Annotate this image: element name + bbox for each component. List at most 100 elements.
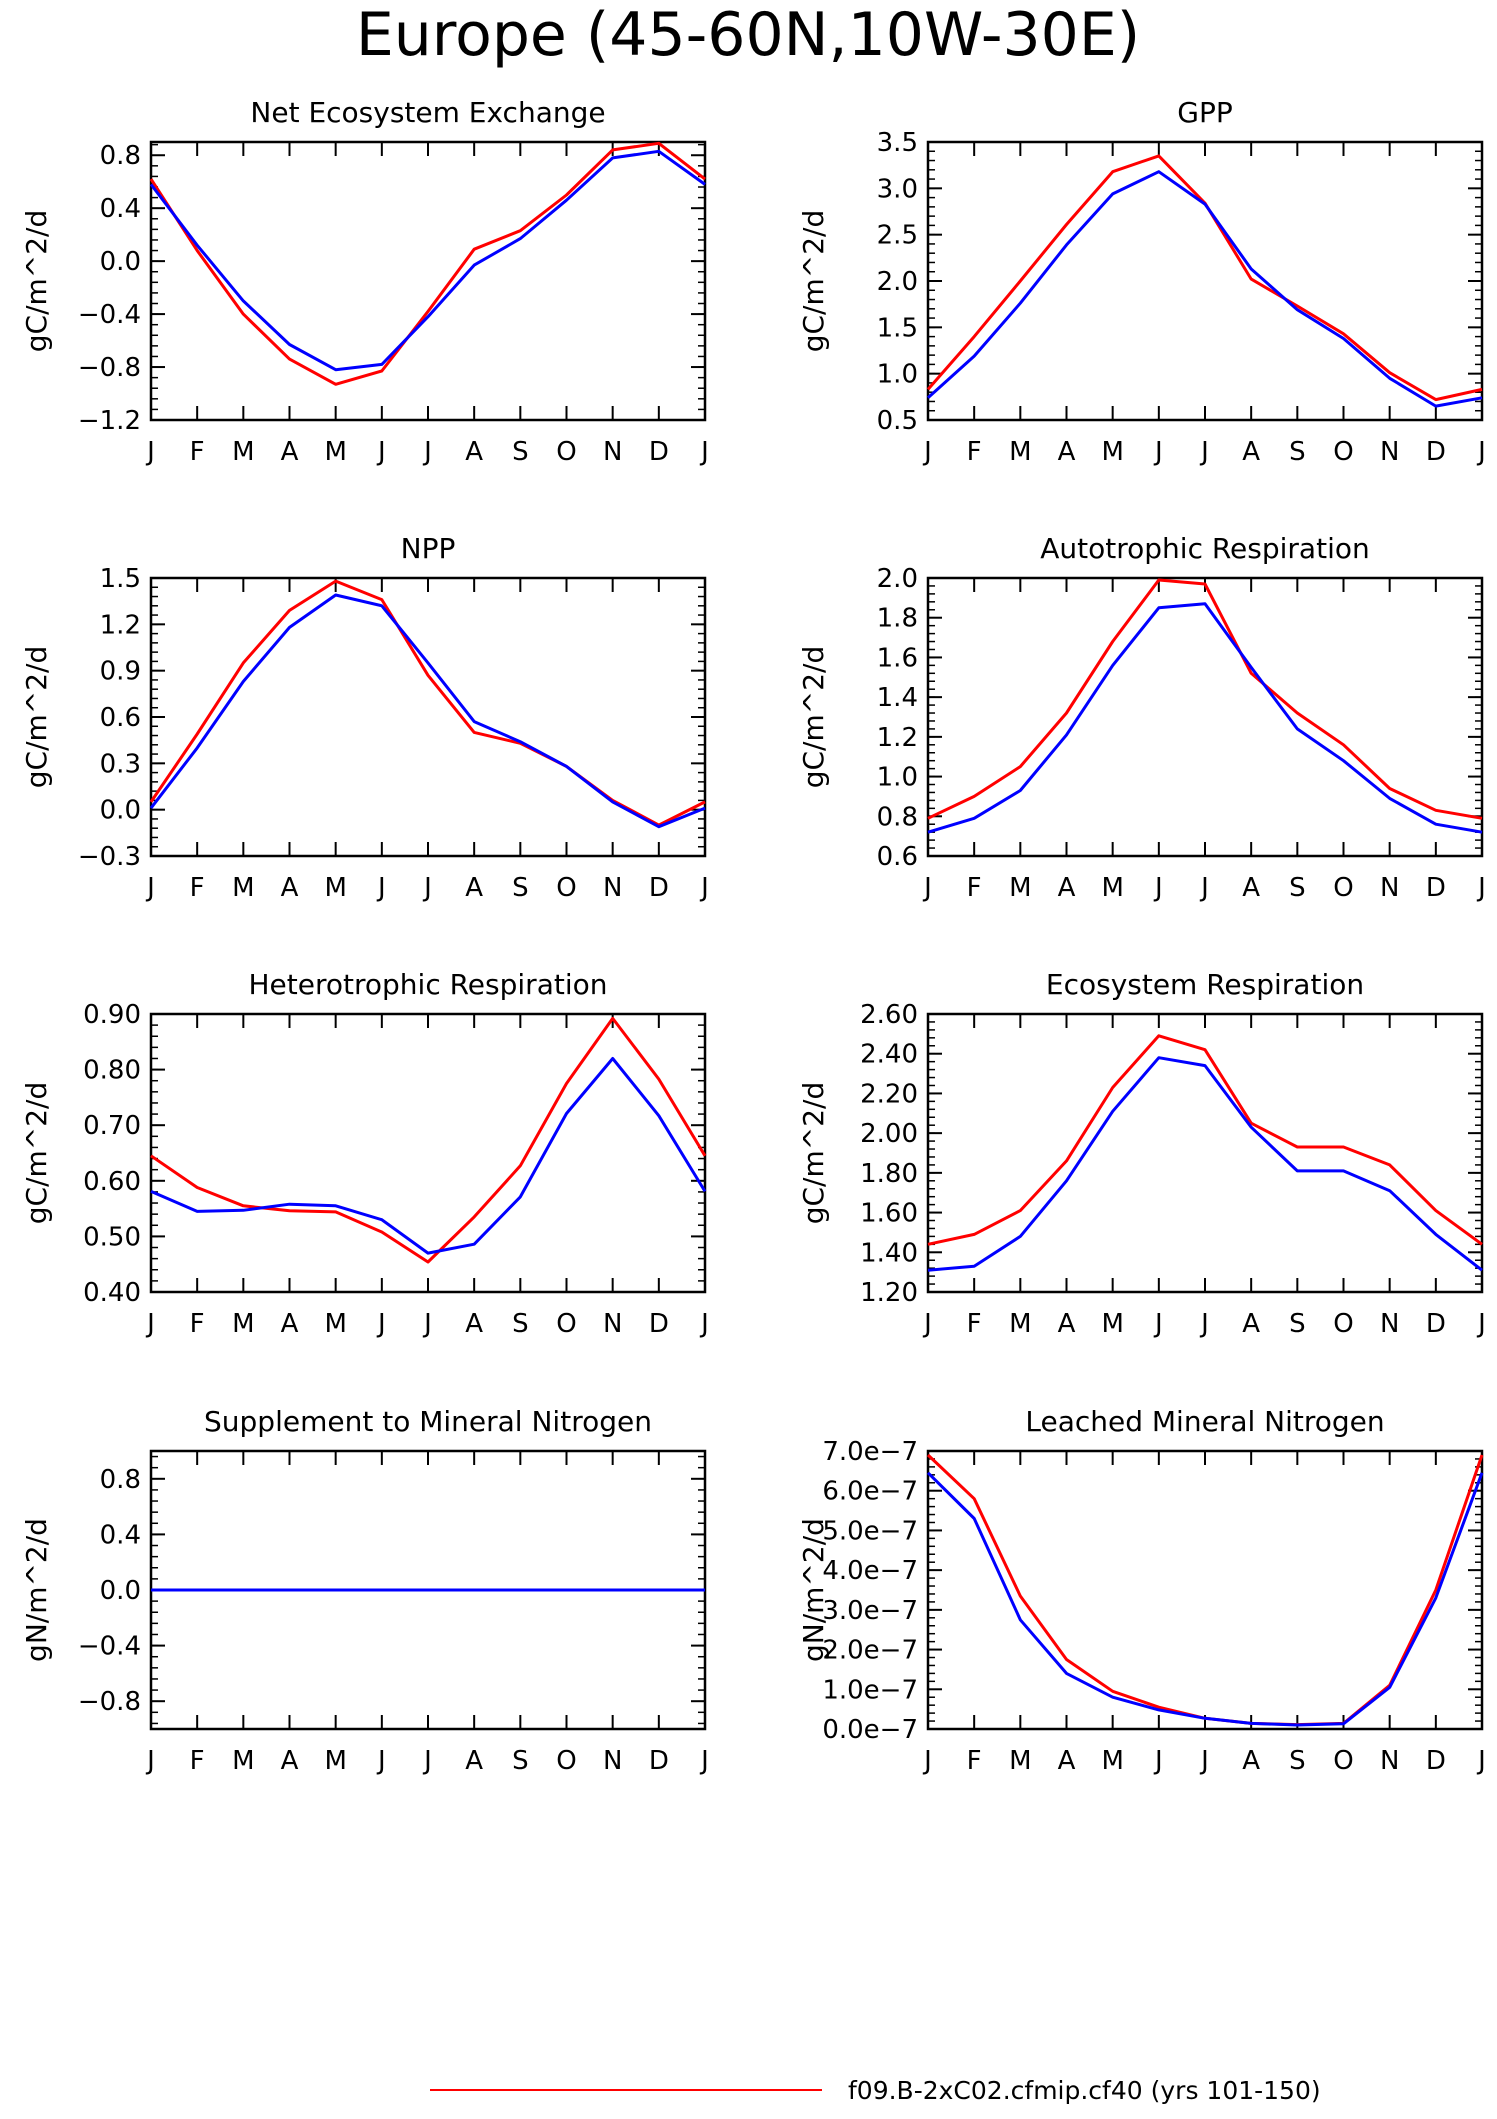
gpp-xtick-label: N — [1380, 437, 1399, 467]
npp-ytick-label: 0.0 — [100, 796, 141, 826]
npp-ytick-label: −0.3 — [78, 842, 141, 872]
heterotrophic-respiration-xtick-label: J — [145, 1309, 155, 1339]
ecosystem-respiration-xtick-label: N — [1380, 1309, 1399, 1339]
supplement-to-mineral-nitrogen-xtick-label: J — [376, 1746, 386, 1776]
gpp-xtick-label: M — [1101, 437, 1123, 467]
autotrophic-respiration-ytick-label: 1.4 — [877, 683, 918, 713]
supplement-to-mineral-nitrogen-xtick-label: N — [603, 1746, 622, 1776]
supplement-to-mineral-nitrogen-ytick-label: 0.4 — [100, 1520, 141, 1550]
npp-title: NPP — [401, 532, 456, 565]
autotrophic-respiration-xtick-label: F — [967, 873, 982, 903]
net-ecosystem-exchange-ytick-label: 0.4 — [100, 194, 141, 224]
autotrophic-respiration-ytick-label: 1.0 — [877, 763, 918, 793]
gpp-ylabel: gC/m^2/d — [797, 210, 830, 353]
legend: f09.B-2xC02.cfmip.cf40 (yrs 101-150) — [430, 2076, 1321, 2105]
leached-mineral-nitrogen-xtick-label: J — [1199, 1746, 1209, 1776]
ecosystem-respiration-ytick-label: 1.20 — [860, 1278, 918, 1308]
gpp-ytick-label: 1.5 — [877, 313, 918, 343]
leached-mineral-nitrogen-ytick-label: 0.0e−7 — [822, 1715, 918, 1745]
autotrophic-respiration-series-line-2 — [927, 602, 1483, 834]
supplement-to-mineral-nitrogen-xtick-label: J — [422, 1746, 432, 1776]
net-ecosystem-exchange-xtick-label: O — [556, 437, 576, 467]
npp-xtick-label: F — [190, 873, 205, 903]
net-ecosystem-exchange-xtick-label: A — [465, 437, 483, 467]
gpp-xtick-label: F — [967, 437, 982, 467]
heterotrophic-respiration-ytick-label: 0.40 — [83, 1278, 141, 1308]
net-ecosystem-exchange-frame — [149, 140, 707, 422]
leached-mineral-nitrogen-xtick-label: J — [922, 1746, 932, 1776]
npp-ytick-label: 0.6 — [100, 703, 141, 733]
autotrophic-respiration-xtick-label: J — [1153, 873, 1163, 903]
gpp-ytick-label: 1.0 — [877, 360, 918, 390]
ecosystem-respiration-ylabel: gC/m^2/d — [797, 1082, 830, 1225]
heterotrophic-respiration-series-line-1 — [150, 1016, 707, 1264]
ecosystem-respiration-xtick-label: F — [967, 1309, 982, 1339]
net-ecosystem-exchange-ytick-label: −1.2 — [78, 406, 141, 436]
heterotrophic-respiration-xtick-label: J — [699, 1309, 709, 1339]
npp-xtick-label: J — [145, 873, 155, 903]
leached-mineral-nitrogen-xtick-label: M — [1009, 1746, 1031, 1776]
autotrophic-respiration-title: Autotrophic Respiration — [1040, 532, 1369, 565]
net-ecosystem-exchange-xtick-label: F — [190, 437, 205, 467]
net-ecosystem-exchange-xtick-label: J — [376, 437, 386, 467]
ecosystem-respiration-ytick-label: 1.60 — [860, 1199, 918, 1229]
ecosystem-respiration-xtick-label: A — [1058, 1309, 1076, 1339]
heterotrophic-respiration-ytick-label: 0.90 — [83, 1000, 141, 1030]
heterotrophic-respiration-xtick-label: O — [556, 1309, 576, 1339]
gpp-series-line-1 — [926, 154, 1483, 402]
npp-xtick-label: M — [324, 873, 346, 903]
leached-mineral-nitrogen-ytick-label: 1.0e−7 — [822, 1675, 918, 1705]
net-ecosystem-exchange-ytick-label: −0.4 — [78, 300, 141, 330]
net-ecosystem-exchange-xtick-label: M — [324, 437, 346, 467]
supplement-to-mineral-nitrogen-ytick-label: 0.0 — [100, 1576, 141, 1606]
gpp-xtick-label: J — [1199, 437, 1209, 467]
heterotrophic-respiration-xtick-label: A — [281, 1309, 299, 1339]
autotrophic-respiration-ytick-label: 1.6 — [877, 643, 918, 673]
supplement-to-mineral-nitrogen-title: Supplement to Mineral Nitrogen — [204, 1405, 652, 1438]
supplement-to-mineral-nitrogen-xtick-label: M — [324, 1746, 346, 1776]
leached-mineral-nitrogen-xtick-label: F — [967, 1746, 982, 1776]
leached-mineral-nitrogen-xtick-label: N — [1380, 1746, 1399, 1776]
supplement-to-mineral-nitrogen-xtick-label: F — [190, 1746, 205, 1776]
heterotrophic-respiration-ytick-label: 0.50 — [83, 1222, 141, 1252]
ecosystem-respiration-title: Ecosystem Respiration — [1046, 968, 1364, 1001]
gpp-ytick-label: 2.0 — [877, 267, 918, 297]
supplement-to-mineral-nitrogen-ytick-label: −0.4 — [78, 1632, 141, 1662]
ecosystem-respiration-xtick-label: J — [1153, 1309, 1163, 1339]
ecosystem-respiration-ytick-label: 2.40 — [860, 1040, 918, 1070]
gpp-ytick-label: 3.0 — [877, 174, 918, 204]
net-ecosystem-exchange-xtick-label: M — [232, 437, 254, 467]
leached-mineral-nitrogen-ytick-label: 5.0e−7 — [822, 1516, 918, 1546]
supplement-to-mineral-nitrogen-ylabel: gN/m^2/d — [20, 1518, 53, 1662]
npp-xtick-label: A — [281, 873, 299, 903]
heterotrophic-respiration-xtick-label: N — [603, 1309, 622, 1339]
net-ecosystem-exchange-ytick-label: −0.8 — [78, 353, 141, 383]
ecosystem-respiration-xtick-label: J — [1199, 1309, 1209, 1339]
autotrophic-respiration-xtick-label: J — [922, 873, 932, 903]
autotrophic-respiration-xtick-label: D — [1426, 873, 1446, 903]
heterotrophic-respiration-xtick-label: J — [422, 1309, 432, 1339]
ecosystem-respiration-ytick-label: 1.80 — [860, 1159, 918, 1189]
heterotrophic-respiration-series-line-2 — [150, 1057, 707, 1255]
heterotrophic-respiration-ylabel: gC/m^2/d — [20, 1082, 53, 1225]
gpp-ytick-label: 2.5 — [877, 221, 918, 251]
leached-mineral-nitrogen-xtick-label: J — [1476, 1746, 1486, 1776]
leached-mineral-nitrogen-frame — [926, 1449, 1484, 1731]
ecosystem-respiration-xtick-label: A — [1242, 1309, 1260, 1339]
autotrophic-respiration-ytick-label: 0.8 — [877, 802, 918, 832]
legend-label-case1: f09.B-2xC02.cfmip.cf40 (yrs 101-150) — [848, 2076, 1321, 2105]
heterotrophic-respiration-xtick-label: S — [512, 1309, 529, 1339]
ecosystem-respiration-xtick-label: D — [1426, 1309, 1446, 1339]
leached-mineral-nitrogen-ylabel: gN/m^2/d — [797, 1518, 830, 1662]
heterotrophic-respiration-frame — [149, 1012, 707, 1294]
leached-mineral-nitrogen-ytick-label: 7.0e−7 — [822, 1437, 918, 1467]
autotrophic-respiration-xtick-label: A — [1242, 873, 1260, 903]
supplement-to-mineral-nitrogen-xtick-label: J — [699, 1746, 709, 1776]
ecosystem-respiration-ytick-label: 1.40 — [860, 1238, 918, 1268]
autotrophic-respiration-ytick-label: 2.0 — [877, 564, 918, 594]
npp-xtick-label: J — [376, 873, 386, 903]
leached-mineral-nitrogen-ytick-label: 2.0e−7 — [822, 1636, 918, 1666]
supplement-to-mineral-nitrogen-xtick-label: D — [649, 1746, 669, 1776]
panel-supplement-to-mineral-nitrogen: J F M A M J J A S O N D J−0.8−0.40.00.40.8Supplement… — [20, 1405, 709, 1776]
